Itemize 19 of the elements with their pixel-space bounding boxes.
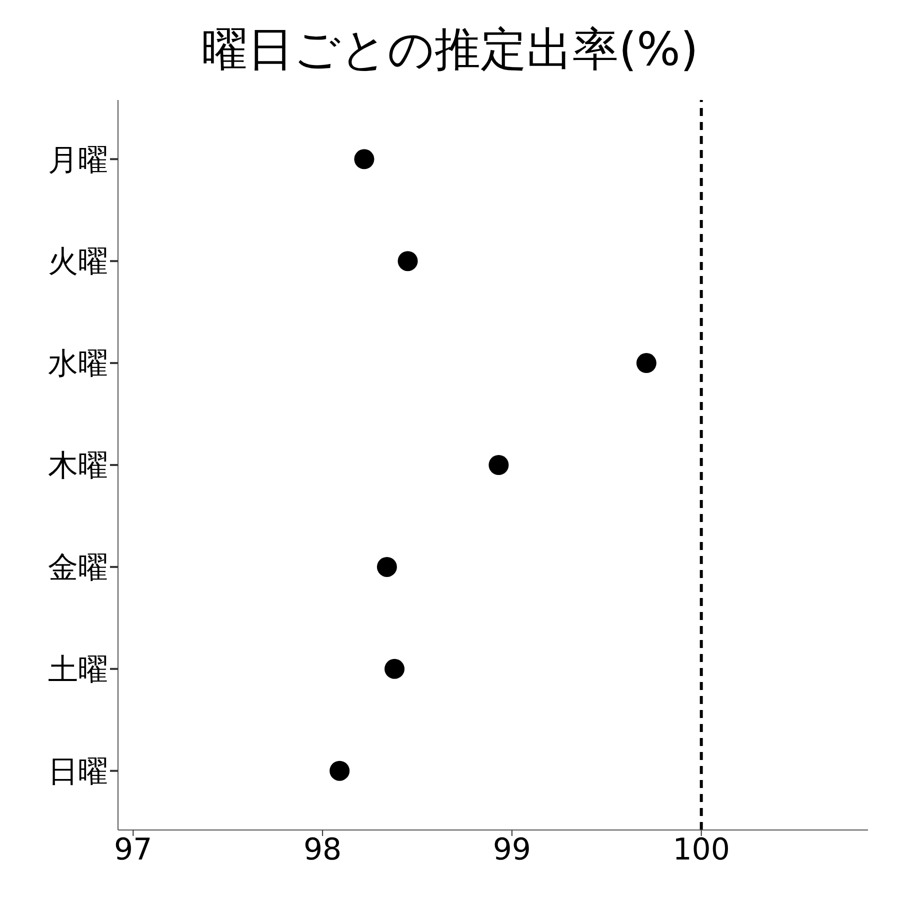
y-tick-label: 金曜: [48, 550, 108, 586]
point: [330, 760, 350, 781]
y-tick-label: 土曜: [48, 652, 108, 688]
x-tick-label: 100: [672, 832, 730, 868]
point: [636, 353, 656, 374]
y-tick-label: 水曜: [48, 346, 108, 382]
x-tick-label: 99: [492, 832, 532, 868]
point: [354, 149, 374, 170]
y-tick-label: 火曜: [48, 244, 108, 280]
chart-title: 曜日ごとの推定出率(%): [200, 21, 700, 78]
point: [376, 556, 397, 577]
point: [398, 251, 418, 272]
y-tick-label: 木曜: [48, 448, 108, 484]
point: [488, 455, 509, 475]
y-tick-label: 日曜: [48, 754, 108, 790]
x-tick-label: 97: [114, 832, 152, 868]
y-tick-label: 月曜: [48, 142, 108, 178]
point: [384, 658, 405, 679]
x-tick-label: 98: [303, 832, 342, 868]
